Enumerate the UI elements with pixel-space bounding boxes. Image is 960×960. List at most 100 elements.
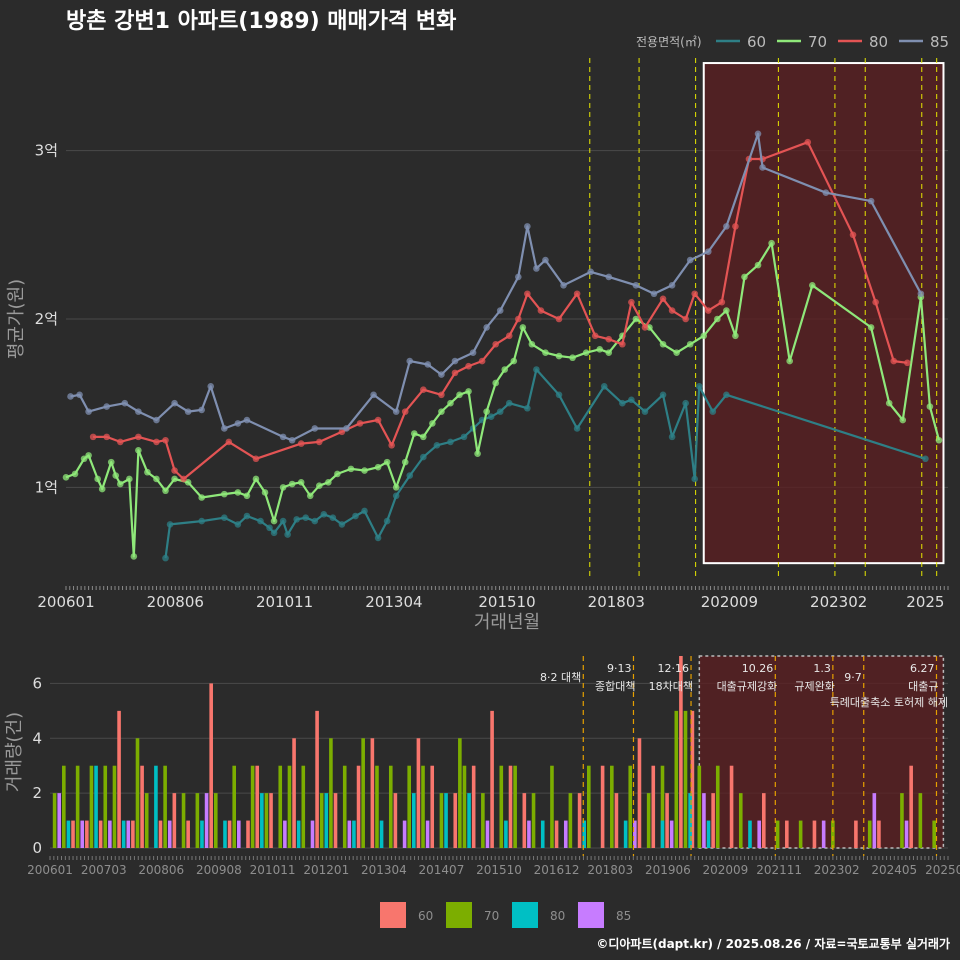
data-point-85 bbox=[438, 371, 445, 378]
data-point-85 bbox=[605, 273, 613, 281]
volume-bar-60 bbox=[711, 793, 715, 848]
y-tick-label: 2억 bbox=[35, 310, 58, 328]
data-point-70 bbox=[646, 324, 653, 331]
data-point-85 bbox=[515, 273, 522, 281]
data-point-70 bbox=[528, 340, 536, 348]
volume-bar-85 bbox=[821, 820, 826, 848]
volume-panel: 0 2 4 6 8·2 대책 9·13 종합대책 12·16 18차대책 10.26 대출규제강화 1… bbox=[4, 655, 960, 928]
data-point-60 bbox=[392, 492, 400, 500]
volume-bar-70 bbox=[481, 793, 485, 848]
data-point-80 bbox=[641, 324, 649, 331]
data-point-70 bbox=[786, 357, 793, 365]
x-tick-label: 200806 bbox=[138, 863, 184, 877]
volume-bar-60 bbox=[209, 683, 213, 848]
volume-bar-80 bbox=[200, 820, 204, 848]
volume-bar-85 bbox=[702, 793, 706, 848]
data-point-70 bbox=[85, 452, 92, 459]
volume-bar-80 bbox=[582, 820, 586, 848]
x-tick-label: 202302 bbox=[814, 863, 860, 877]
data-point-60 bbox=[320, 511, 328, 518]
data-point-80 bbox=[605, 335, 613, 343]
data-point-70 bbox=[410, 430, 418, 437]
data-point-60 bbox=[383, 517, 391, 525]
y-tick-label: 6 bbox=[32, 674, 42, 692]
x-tick-label: 201304 bbox=[365, 593, 422, 611]
data-point-70 bbox=[279, 484, 287, 491]
data-point-70 bbox=[171, 475, 178, 483]
volume-bar-60 bbox=[292, 738, 296, 848]
y-axis-title: 평균가(원) bbox=[6, 279, 27, 359]
volume-bar-70 bbox=[342, 765, 347, 848]
data-point-70 bbox=[347, 465, 355, 473]
data-point-85 bbox=[184, 408, 192, 415]
x-tick-label: 201906 bbox=[645, 863, 691, 877]
data-point-60 bbox=[221, 514, 228, 521]
data-point-80 bbox=[537, 307, 545, 314]
data-point-60 bbox=[293, 516, 300, 523]
x-tick-label: 201612 bbox=[534, 863, 580, 877]
data-point-85 bbox=[686, 256, 694, 264]
data-point-60 bbox=[279, 517, 287, 525]
data-point-80 bbox=[89, 433, 97, 441]
volume-bar-60 bbox=[651, 765, 656, 848]
volume-bar-60 bbox=[522, 793, 527, 848]
data-point-70 bbox=[605, 349, 613, 356]
legend-label-70: 70 bbox=[808, 33, 827, 51]
volume-bar-70 bbox=[683, 710, 688, 848]
data-point-70 bbox=[596, 346, 604, 353]
data-point-80 bbox=[732, 223, 739, 230]
data-point-80 bbox=[682, 315, 689, 323]
data-point-70 bbox=[98, 485, 106, 493]
data-point-70 bbox=[270, 517, 278, 525]
data-point-80 bbox=[890, 357, 898, 365]
data-point-70 bbox=[383, 458, 391, 466]
volume-bar-70 bbox=[831, 820, 835, 848]
volume-bar-80 bbox=[121, 820, 126, 848]
volume-bar-80 bbox=[412, 793, 416, 848]
volume-bar-85 bbox=[904, 820, 909, 848]
data-point-85 bbox=[67, 393, 74, 400]
volume-bar-60 bbox=[490, 710, 494, 848]
data-point-85 bbox=[198, 406, 205, 414]
volume-bar-70 bbox=[103, 765, 108, 848]
legend-swatch-85 bbox=[578, 902, 604, 928]
x-tick-label: 201803 bbox=[587, 863, 633, 877]
data-point-70 bbox=[252, 475, 260, 483]
data-point-80 bbox=[162, 436, 169, 444]
x-tick-label: 202009 bbox=[701, 593, 758, 611]
data-point-80 bbox=[804, 138, 812, 146]
data-point-70 bbox=[723, 307, 730, 314]
volume-bar-85 bbox=[237, 820, 241, 848]
volume-bar-80 bbox=[352, 820, 356, 848]
data-point-70 bbox=[492, 379, 499, 387]
volume-bar-60 bbox=[333, 793, 338, 848]
volume-bar-60 bbox=[471, 765, 476, 848]
volume-bar-80 bbox=[223, 820, 227, 848]
volume-bar-60 bbox=[877, 820, 881, 848]
data-point-60 bbox=[166, 521, 174, 528]
data-point-80 bbox=[691, 290, 699, 298]
event-label: 10.26 bbox=[742, 662, 774, 675]
volume-bar-70 bbox=[144, 793, 149, 848]
volume-bar-60 bbox=[614, 793, 619, 848]
data-point-70 bbox=[94, 475, 101, 483]
data-point-70 bbox=[867, 324, 875, 331]
volume-bar-70 bbox=[674, 710, 679, 848]
data-point-70 bbox=[234, 489, 242, 496]
volume-bar-70 bbox=[867, 820, 872, 848]
data-point-80 bbox=[849, 231, 857, 239]
event-label-2: 종합대책 bbox=[595, 680, 635, 693]
volume-bar-60 bbox=[158, 820, 163, 848]
data-point-85 bbox=[76, 391, 83, 399]
volume-bar-80 bbox=[540, 820, 545, 848]
volume-bar-70 bbox=[587, 765, 591, 848]
page-title: 방촌 강변1 아파트(1989) 매매가격 변화 bbox=[66, 9, 456, 34]
event-extra-label: 특례대출축소 토허제 해제 bbox=[830, 695, 948, 709]
data-point-85 bbox=[153, 416, 160, 424]
volume-bar-60 bbox=[85, 820, 89, 848]
x-tick-label: 202405 bbox=[871, 863, 917, 877]
data-point-60 bbox=[619, 399, 626, 407]
data-point-85 bbox=[243, 416, 251, 424]
data-point-60 bbox=[338, 521, 346, 528]
